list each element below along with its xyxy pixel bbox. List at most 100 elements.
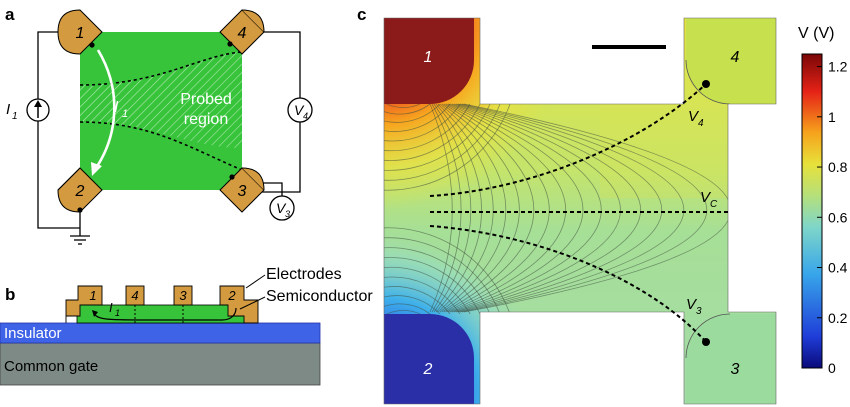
equipotential-arc-bottom xyxy=(384,276,461,315)
scale-bar xyxy=(592,45,666,49)
equipotential-arc-top xyxy=(384,103,451,132)
svg-text:3: 3 xyxy=(238,183,247,200)
probe-line-v4 xyxy=(429,83,707,197)
equipotential-arc-bottom xyxy=(384,257,481,315)
current-source-label: I xyxy=(6,101,10,118)
svg-text:V: V xyxy=(294,102,305,118)
probe-boundary-bottom xyxy=(79,121,243,171)
current-arrowhead xyxy=(91,162,102,176)
colorbar-tick-label: 1 xyxy=(828,109,836,125)
equipotential-line xyxy=(457,103,663,313)
device-outline xyxy=(383,17,777,405)
corner-label-4: 4 xyxy=(731,49,740,66)
current-source xyxy=(26,98,50,122)
colorbar-tick-label: 0.8 xyxy=(828,159,848,175)
equipotential-arc-bottom xyxy=(384,227,511,315)
insulator-label: Insulator xyxy=(4,325,62,342)
probe-dot-3 xyxy=(702,338,710,346)
equipotential-line xyxy=(439,103,507,313)
electrode-2: 2 xyxy=(57,167,103,213)
equipotential-line xyxy=(437,103,494,313)
equipotential-arc-bottom xyxy=(384,247,491,315)
equipotential-line xyxy=(441,103,520,313)
current-b-sub: 1 xyxy=(115,308,120,318)
colorbar-title: V (V) xyxy=(798,25,834,42)
colorbar-tick-label: 1.2 xyxy=(828,59,848,75)
panel-b-label: b xyxy=(5,285,15,304)
colorbar-tick-label: 0.6 xyxy=(828,209,848,225)
equipotential-line xyxy=(435,103,482,313)
probe-label-vc-sub: C xyxy=(710,199,718,210)
colorbar-tick-label: 0.2 xyxy=(828,310,848,326)
svg-text:1: 1 xyxy=(76,25,85,42)
colorbar-tick-label: 0.4 xyxy=(828,260,848,276)
equipotential-line xyxy=(431,103,462,313)
electrode-b-1 xyxy=(65,285,103,323)
probe-label-v3-sub: 3 xyxy=(696,306,702,317)
voltmeter-v4: V 4 xyxy=(287,97,313,123)
current-arrowhead-b xyxy=(92,310,98,317)
probed-region-label-2: region xyxy=(184,111,228,128)
probe-label-v4-sub: 4 xyxy=(698,118,704,129)
corner-label-1: 1 xyxy=(424,49,433,66)
electrode-b-2 xyxy=(219,285,259,324)
electrode-b-label-4: 4 xyxy=(131,288,138,303)
panel-a-label: a xyxy=(5,5,15,24)
svg-text:2: 2 xyxy=(75,183,85,200)
semiconductor-label: Semiconductor xyxy=(266,288,373,305)
probe-line-v3 xyxy=(429,225,707,343)
colorbar-tick-label: 0 xyxy=(828,360,836,376)
equipotential-arc-top xyxy=(384,103,481,161)
equipotential-arc-bottom xyxy=(384,303,431,315)
probe-label-v4: V xyxy=(688,108,700,125)
equipotential-arc-top xyxy=(384,103,491,171)
equipotential-arc-top xyxy=(384,103,461,142)
corner-label-2: 2 xyxy=(423,361,433,378)
probe-label-v3: V xyxy=(686,296,698,313)
equipotential-line xyxy=(453,103,621,313)
equipotential-line xyxy=(459,103,684,313)
corner-label-3: 3 xyxy=(731,361,740,378)
equipotential-arc-top xyxy=(384,103,511,191)
equipotential-line xyxy=(451,103,602,313)
current-source-sub: 1 xyxy=(12,111,18,122)
equipotential-arc-top xyxy=(384,99,421,108)
electrodes-leader xyxy=(245,274,266,289)
svg-text:4: 4 xyxy=(238,25,247,42)
equipotential-arc-top xyxy=(384,103,501,181)
electrode-4: 4 xyxy=(219,9,265,55)
equipotential-arc-bottom xyxy=(384,266,471,315)
current-path-arrow xyxy=(94,49,116,169)
equipotential-line xyxy=(461,103,708,313)
ground-icon xyxy=(70,235,90,245)
equipotential-line xyxy=(449,103,584,313)
equipotential-arc-bottom xyxy=(384,310,421,319)
electrodes-label: Electrodes xyxy=(266,266,342,283)
equipotential-arc-top xyxy=(384,103,471,152)
probe-dot-4 xyxy=(702,80,710,88)
probed-region-label-1: Probed xyxy=(180,91,232,108)
equipotential-line xyxy=(429,103,453,313)
equipotential-arc-top xyxy=(384,103,431,115)
electrode-1: 1 xyxy=(57,9,103,55)
voltmeter-v3: V 3 xyxy=(269,195,295,221)
equipotential-arc-bottom xyxy=(384,295,441,315)
electrode-b-label-1: 1 xyxy=(89,288,96,303)
current-path-label: I xyxy=(114,99,119,116)
equipotential-line xyxy=(455,103,641,313)
electrode-b-label-2: 2 xyxy=(227,288,236,303)
equipotential-line xyxy=(445,103,550,313)
svg-text:3: 3 xyxy=(285,209,290,219)
equipotential-arc-top xyxy=(384,103,441,123)
panel-c-label: c xyxy=(357,5,366,24)
current-path-sub: 1 xyxy=(122,108,128,120)
equipotential-line xyxy=(433,103,472,313)
colorbar-ticks: 1.2 1 0.8 0.6 0.4 0.2 0 xyxy=(817,59,848,376)
electrode-b-label-3: 3 xyxy=(179,288,187,303)
equipotential-line xyxy=(447,103,566,313)
current-path-b xyxy=(93,307,237,321)
semiconductor-leader xyxy=(239,296,266,310)
equipotential-arc-bottom xyxy=(384,286,451,315)
common-gate-label: Common gate xyxy=(4,358,98,375)
